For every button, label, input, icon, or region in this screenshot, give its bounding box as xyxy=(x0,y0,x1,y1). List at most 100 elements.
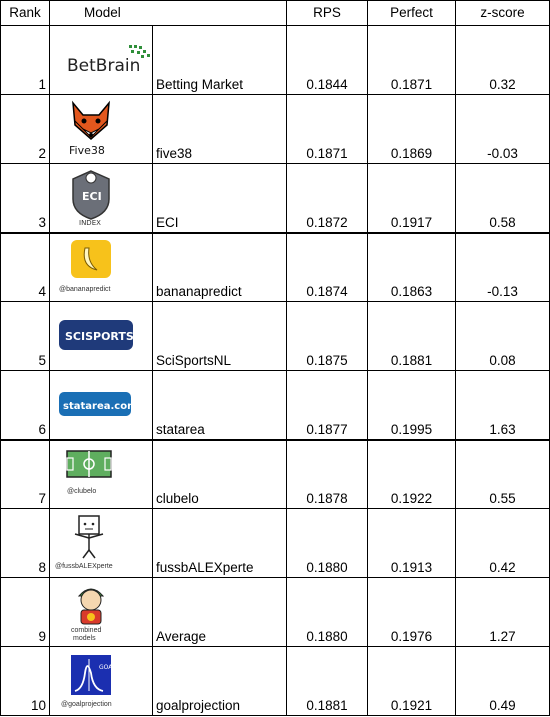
zscore-cell: -0.03 xyxy=(455,94,550,164)
perfect-cell: 0.1917 xyxy=(367,163,456,233)
table-row: 5 SCISPORTS SciSportsNL 0.1875 0.1881 0.… xyxy=(0,301,550,371)
logo-cell: @fussbALEXperte xyxy=(49,508,153,578)
goal-curve-logo-icon: GOAL @goalprojection xyxy=(61,655,116,708)
rps-cell: 0.1880 xyxy=(286,508,368,578)
svg-text:INDEX: INDEX xyxy=(79,219,101,227)
zscore-cell: -0.13 xyxy=(455,231,550,302)
shield-ball-logo-icon: ECI INDEX xyxy=(72,169,110,227)
betbrain-logo-icon: BetBrain xyxy=(67,45,150,75)
zscore-cell: 1.63 xyxy=(455,370,550,440)
perfect-cell: 0.1869 xyxy=(367,94,456,164)
logo-cell: statarea.com xyxy=(49,370,153,440)
rank-cell: 8 xyxy=(0,508,50,578)
stick-figure-logo-icon: @fussbALEXperte xyxy=(55,515,113,570)
table-row: 10 GOAL @goalprojection goalprojection 0… xyxy=(0,646,550,716)
svg-text:@fussbALEXperte: @fussbALEXperte xyxy=(55,563,113,570)
svg-text:combined: combined xyxy=(71,627,101,634)
rps-cell: 0.1844 xyxy=(286,25,368,95)
rps-cell: 0.1871 xyxy=(286,94,368,164)
logo-cell: combined models xyxy=(49,577,153,647)
table-row: 1 BetBrain Betting Market 0.1844 0.1871 … xyxy=(0,25,550,95)
model-name: Betting Market xyxy=(152,25,287,95)
zscore-cell: 0.08 xyxy=(455,301,550,371)
model-name: bananapredict xyxy=(152,231,287,302)
svg-text:@goalprojection: @goalprojection xyxy=(61,701,112,708)
rank-cell: 1 xyxy=(0,25,50,95)
table-row: 3 ECI INDEX ECI 0.1872 0.1917 0.58 xyxy=(0,163,550,233)
rps-cell: 0.1874 xyxy=(286,231,368,302)
rps-cell: 0.1872 xyxy=(286,163,368,233)
svg-text:GOAL: GOAL xyxy=(99,664,116,671)
perfect-cell: 0.1871 xyxy=(367,25,456,95)
rank-cell: 10 xyxy=(0,646,50,716)
table-row: 4 @bananapredict bananapredict 0.1874 0.… xyxy=(0,231,550,302)
zscore-cell: 0.32 xyxy=(455,25,550,95)
perfect-cell: 0.1863 xyxy=(367,231,456,302)
logo-cell: BetBrain xyxy=(49,25,153,95)
banana-logo-icon: @bananapredict xyxy=(59,240,111,293)
statarea-logo-icon: statarea.com xyxy=(59,391,135,416)
rank-cell: 7 xyxy=(0,438,50,509)
logo-cell: ECI INDEX xyxy=(49,163,153,233)
svg-text:BetBrain: BetBrain xyxy=(67,56,140,75)
perfect-cell: 0.1995 xyxy=(367,370,456,440)
perfect-cell: 0.1881 xyxy=(367,301,456,371)
rps-cell: 0.1878 xyxy=(286,438,368,509)
model-name: clubelo xyxy=(152,438,287,509)
header-rank: Rank xyxy=(0,0,50,26)
logo-cell: GOAL @goalprojection xyxy=(49,646,153,716)
rank-cell: 9 xyxy=(0,577,50,647)
logo-cell: @bananapredict xyxy=(49,231,153,302)
rps-cell: 0.1875 xyxy=(286,301,368,371)
zscore-cell: 0.58 xyxy=(455,163,550,233)
rank-cell: 5 xyxy=(0,301,50,371)
table-row: 8 @fussbALEXperte fussbALEXperte 0.1880 … xyxy=(0,508,550,578)
table-row: 6 statarea.com statarea 0.1877 0.1995 1.… xyxy=(0,370,550,440)
svg-text:ECI: ECI xyxy=(82,190,102,203)
header-model: Model xyxy=(49,0,287,26)
svg-text:@clubelo: @clubelo xyxy=(67,488,96,495)
logo-cell: Five38 xyxy=(49,94,153,164)
perfect-cell: 0.1913 xyxy=(367,508,456,578)
fox-logo-icon: Five38 xyxy=(69,100,110,157)
rank-cell: 3 xyxy=(0,163,50,233)
perfect-cell: 0.1922 xyxy=(367,438,456,509)
rps-cell: 0.1880 xyxy=(286,577,368,647)
model-name: five38 xyxy=(152,94,287,164)
zscore-cell: 0.49 xyxy=(455,646,550,716)
combined-figure-logo-icon: combined models xyxy=(71,588,105,642)
perfect-cell: 0.1976 xyxy=(367,577,456,647)
rank-cell: 2 xyxy=(0,94,50,164)
perfect-cell: 0.1921 xyxy=(367,646,456,716)
model-name: Average xyxy=(152,577,287,647)
svg-text:Five38: Five38 xyxy=(69,144,105,157)
model-name: fussbALEXperte xyxy=(152,508,287,578)
svg-text:@bananapredict: @bananapredict xyxy=(59,286,111,293)
svg-text:models: models xyxy=(73,635,96,642)
table-row: 7 @clubelo clubelo 0.1878 0.1922 0.55 xyxy=(0,438,550,509)
header-row: Rank Model RPS Perfect z-score xyxy=(0,0,550,26)
zscore-cell: 0.42 xyxy=(455,508,550,578)
scisports-logo-icon: SCISPORTS xyxy=(59,320,134,350)
model-name: goalprojection xyxy=(152,646,287,716)
table-row: 9 combined models Average 0.1880 0.1976 … xyxy=(0,577,550,647)
zscore-cell: 1.27 xyxy=(455,577,550,647)
model-name: SciSportsNL xyxy=(152,301,287,371)
svg-text:statarea.com: statarea.com xyxy=(63,401,135,412)
rank-cell: 4 xyxy=(0,231,50,302)
model-name: ECI xyxy=(152,163,287,233)
header-perfect: Perfect xyxy=(367,0,456,26)
zscore-cell: 0.55 xyxy=(455,438,550,509)
rps-cell: 0.1877 xyxy=(286,370,368,440)
table-row: 2 Five38 five38 0.1871 0.1869 -0.03 xyxy=(0,94,550,164)
logo-cell: @clubelo xyxy=(49,438,153,509)
header-zscore: z-score xyxy=(455,0,550,26)
rank-cell: 6 xyxy=(0,370,50,440)
model-name: statarea xyxy=(152,370,287,440)
rps-cell: 0.1881 xyxy=(286,646,368,716)
header-rps: RPS xyxy=(286,0,368,26)
svg-text:SCISPORTS: SCISPORTS xyxy=(65,330,134,343)
pitch-logo-icon: @clubelo xyxy=(66,450,112,495)
logo-cell: SCISPORTS xyxy=(49,301,153,371)
